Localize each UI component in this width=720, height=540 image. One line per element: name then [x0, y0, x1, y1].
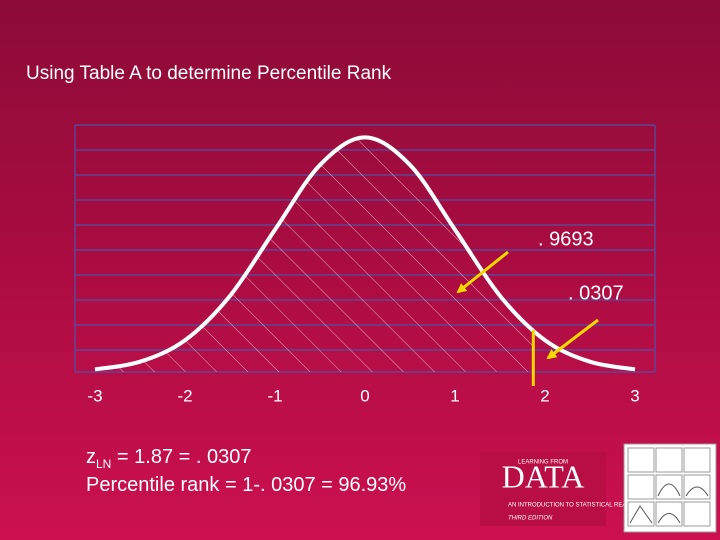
- z-equation: = 1.87 = . 0307: [111, 446, 252, 468]
- logo: LEARNING FROM DATA AN INTRODUCTION TO ST…: [480, 452, 650, 526]
- x-tick-label: -2: [177, 386, 192, 405]
- arrow: [456, 250, 509, 294]
- logo-edition: THIRD EDITION: [508, 516, 553, 522]
- body-line: Percentile rank = 1-. 0307 = 96.93%: [86, 474, 407, 496]
- logo-main: DATA: [502, 458, 585, 494]
- density-curve: [94, 135, 636, 372]
- annotation: . 0307: [568, 282, 624, 304]
- x-tick-label: 0: [360, 386, 369, 405]
- body-line: zLN = 1.87 = . 0307: [86, 446, 251, 471]
- z-subscript: LN: [96, 457, 112, 471]
- x-tick-label: 2: [540, 386, 549, 405]
- logo-sub: AN INTRODUCTION TO STATISTICAL REASONING: [508, 503, 650, 509]
- arrow: [546, 318, 599, 360]
- logo-top: LEARNING FROM: [518, 460, 568, 466]
- annotation: . 9693: [538, 228, 594, 250]
- x-tick-label: 3: [630, 386, 639, 405]
- slide-title: Using Table A to determine Percentile Ra…: [26, 63, 392, 84]
- thumbnails: [623, 443, 717, 533]
- logo-box: [480, 452, 606, 526]
- x-tick-label: -1: [267, 386, 282, 405]
- z-symbol: z: [86, 446, 96, 468]
- x-tick-label: 1: [450, 386, 459, 405]
- x-tick-label: -3: [87, 386, 102, 405]
